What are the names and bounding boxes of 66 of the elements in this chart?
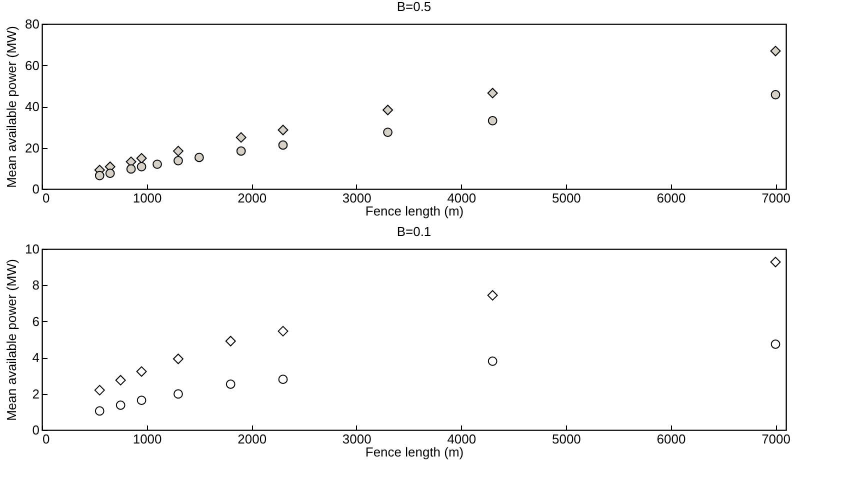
- x-tick-label: 2000: [238, 432, 267, 446]
- y-tick-label: 6: [32, 314, 40, 329]
- point: [488, 116, 498, 126]
- point: [136, 153, 147, 164]
- chart-title: B=0.1: [396, 224, 432, 239]
- x-tick-label: 5000: [552, 432, 581, 446]
- x-tick-label: 0: [42, 190, 50, 206]
- point: [278, 374, 288, 384]
- x-tick-label: 4000: [447, 190, 476, 206]
- point: [225, 336, 236, 346]
- point: [770, 340, 780, 349]
- x-tick-label: 2000: [238, 190, 267, 206]
- point: [382, 104, 394, 116]
- point: [136, 162, 146, 172]
- x-tick-label: 4000: [447, 432, 476, 446]
- x-tick-label: 6000: [656, 432, 686, 446]
- y-axis-title: Mean available power (MW): [4, 26, 20, 188]
- point: [152, 160, 162, 169]
- y-tick-label: 10: [25, 242, 40, 256]
- point: [136, 366, 147, 377]
- point: [105, 168, 115, 178]
- point: [278, 124, 288, 136]
- x-tick-label: 5000: [552, 190, 581, 206]
- point: [770, 256, 781, 268]
- point: [94, 170, 104, 180]
- point: [236, 132, 246, 143]
- point: [278, 140, 288, 150]
- y-tick-label: 8: [32, 278, 40, 293]
- x-tick-label: 3000: [342, 432, 372, 446]
- x-tick-label: 0: [42, 432, 50, 446]
- chart-title: B=0.5: [396, 0, 432, 14]
- point: [194, 152, 204, 162]
- point: [770, 46, 781, 56]
- x-tick-label: 3000: [342, 190, 372, 206]
- x-tick-label: 6000: [656, 190, 686, 206]
- point: [126, 164, 136, 174]
- y-tick-label: 2: [32, 386, 40, 402]
- x-axis-title: Fence length (m): [365, 204, 464, 218]
- x-tick-label: 7000: [762, 190, 790, 206]
- point: [487, 88, 498, 98]
- point: [383, 128, 392, 137]
- point: [487, 290, 498, 301]
- point: [226, 380, 236, 389]
- point: [94, 406, 104, 416]
- y-tick-label: 4: [32, 350, 40, 366]
- point: [172, 354, 184, 364]
- x-axis-title: Fence length (m): [365, 444, 464, 460]
- point: [115, 374, 126, 386]
- y-tick-label: 80: [25, 16, 40, 32]
- y-axis-title: Mean available power (MW): [4, 259, 20, 421]
- y-tick-label: 60: [25, 58, 40, 73]
- point: [94, 384, 105, 396]
- point: [174, 156, 183, 166]
- x-tick-label: 1000: [132, 432, 162, 446]
- y-tick-label: 20: [25, 140, 40, 156]
- y-tick-label: 40: [25, 99, 40, 114]
- point: [174, 389, 183, 399]
- point: [136, 396, 146, 405]
- point: [236, 146, 246, 156]
- point: [116, 400, 126, 410]
- point: [770, 90, 780, 100]
- point: [488, 356, 498, 366]
- point: [172, 146, 184, 156]
- point: [278, 326, 288, 336]
- x-tick-label: 7000: [762, 432, 790, 446]
- x-tick-label: 1000: [132, 190, 162, 206]
